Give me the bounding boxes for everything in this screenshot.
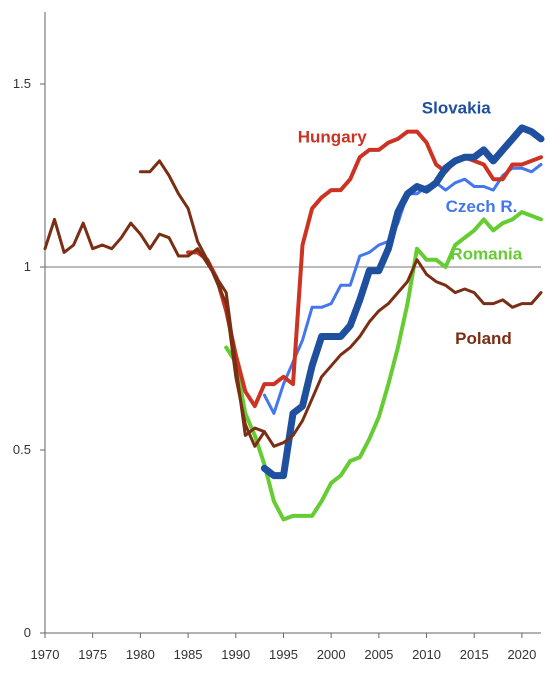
x-tick-label-2005: 2005: [364, 647, 393, 662]
x-tick-label-1975: 1975: [78, 647, 107, 662]
series-line-slovakia: [260, 124, 545, 480]
x-tick-label-1980: 1980: [126, 647, 155, 662]
y-tick-label-1-5: 1.5: [13, 76, 31, 91]
series-label-romania: Romania: [450, 245, 522, 264]
chart-axes: [44, 12, 541, 634]
series-label-czech-r: Czech R.: [446, 197, 518, 216]
series-label-slovakia: Slovakia: [422, 98, 492, 117]
x-tick-label-2010: 2010: [412, 647, 441, 662]
series-label-hungary: Hungary: [298, 128, 368, 147]
y-tick-label-1: 1: [24, 259, 31, 274]
series-label-poland: Poland: [455, 329, 512, 348]
series-line-poland: [43, 217, 543, 448]
series-line-romania: [224, 210, 543, 522]
x-tick-label-2015: 2015: [460, 647, 489, 662]
x-tick-label-1970: 1970: [31, 647, 60, 662]
series-line-segment-5: [138, 159, 266, 448]
x-tick-label-1990: 1990: [221, 647, 250, 662]
series-labels: Slovakia Hungary Czech R. Romania Poland: [298, 98, 523, 348]
x-tick-label-1995: 1995: [269, 647, 298, 662]
y-tick-label-0: 0: [24, 625, 31, 640]
axis-ticks: 0 0.5 1 1.5 1970 1975 1980 1985 1990 1995 2000 2005…: [13, 76, 536, 662]
x-tick-label-2000: 2000: [317, 647, 346, 662]
series-lines: [43, 124, 545, 522]
x-tick-label-2020: 2020: [507, 647, 536, 662]
series-line-hungary: [186, 129, 543, 409]
x-tick-label-1985: 1985: [174, 647, 203, 662]
y-tick-label-0-5: 0.5: [13, 442, 31, 457]
